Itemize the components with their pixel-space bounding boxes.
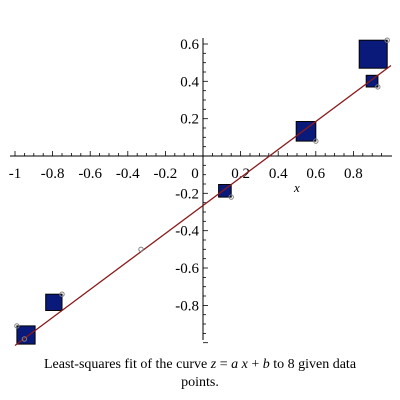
chart-caption: Least-squares fit of the curve z = a x +… (0, 356, 400, 392)
y-tick-label: -0.8 (175, 298, 199, 314)
data-point-3 (138, 246, 144, 253)
caption-prefix: Least-squares fit of the curve (43, 357, 208, 372)
caption-suffix: to 8 given data (269, 357, 357, 372)
residual-square-5 (365, 74, 379, 88)
axes: -1 -0.8 -0.6 -0.4 -0.2 0 0.2 0.4 0.6 0.8 0.6 0.4 0.2… (9, 37, 392, 344)
y-tick-label: -0.6 (175, 261, 199, 277)
data-point-5 (313, 138, 319, 144)
x-tick-label: -0.4 (116, 166, 140, 182)
caption-plus: + (247, 357, 263, 372)
caption-z: z (210, 357, 217, 372)
y-tick-label: -0.4 (175, 224, 199, 240)
x-tick-label: -0.2 (154, 166, 178, 182)
x-tick-label: 0.2 (231, 166, 250, 182)
x-tick-label: 0.8 (344, 166, 363, 182)
residual-square-4 (295, 121, 317, 142)
y-tick-label: 0.4 (180, 74, 199, 90)
x-tick-label: -0.6 (78, 166, 102, 182)
x-tick-label: 0 (191, 166, 199, 182)
x-axis-label: x (293, 180, 300, 195)
x-tick-label: -1 (9, 166, 22, 182)
data-points (14, 37, 390, 342)
x-tick-label: 0.4 (269, 166, 288, 182)
data-point-7 (384, 37, 390, 43)
scatter-plot: -1 -0.8 -0.6 -0.4 -0.2 0 0.2 0.4 0.6 0.8 0.6 0.4 0.2… (9, 37, 392, 347)
y-tick-label: 0.2 (180, 112, 199, 128)
y-tick-label: -0.2 (175, 186, 199, 202)
data-point-6 (375, 84, 381, 90)
fit-line (14, 64, 392, 347)
data-point-0 (14, 323, 20, 329)
x-tick-label: 0.6 (306, 166, 325, 182)
caption-x: x (238, 357, 248, 372)
y-tick-label: 0.6 (180, 37, 199, 53)
caption-eq: = (216, 357, 232, 372)
data-point-4 (228, 194, 234, 200)
x-tick-label: -0.8 (41, 166, 65, 182)
residual-square-6 (358, 39, 388, 69)
caption-line2: points. (181, 375, 219, 390)
data-point-1 (21, 336, 28, 342)
caption-a: a (231, 357, 239, 372)
residual-square-0 (16, 325, 36, 345)
caption-b: b (262, 357, 270, 372)
data-point-2 (59, 291, 65, 297)
residual-squares (16, 39, 388, 345)
fit-line-layer (14, 64, 392, 347)
residual-square-2 (45, 293, 63, 312)
